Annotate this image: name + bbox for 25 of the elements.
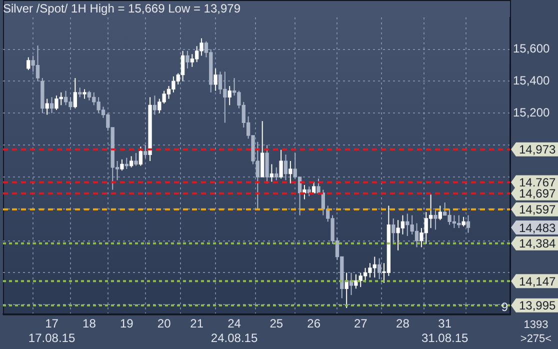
candlestick	[82, 88, 86, 100]
x-tick-label: 17 17.08.15	[28, 316, 76, 346]
text: 9	[501, 300, 508, 314]
x-tick-label: 21	[190, 316, 204, 331]
x-tick-label: 24 24.08.15	[210, 316, 258, 346]
ref-line-label: 13,995	[519, 298, 556, 313]
y-tick-label: 15,600	[513, 42, 550, 56]
chart-title: Silver /Spot/ 1H High = 15,669 Low = 13,979	[3, 2, 241, 16]
x-tick-label: 26	[307, 316, 321, 331]
ref-line-label: 14,147	[519, 274, 556, 288]
text: >275<	[519, 332, 553, 346]
x-tick-label: 25	[270, 316, 284, 331]
ref-line-label: 14,384	[519, 236, 556, 251]
ref-line-label: 14,973	[519, 142, 556, 157]
text: 14,483	[519, 220, 556, 235]
x-tick-label: 18	[82, 316, 96, 331]
x-tick-label: 20	[157, 316, 172, 331]
x-tick-label: 27	[354, 316, 368, 331]
text: 1393	[522, 318, 550, 332]
x-tick-label: 31 31.08.15	[421, 316, 469, 346]
ref-line-label: 14,597	[519, 202, 556, 217]
x-tick-label: 28	[396, 316, 410, 331]
x-tick-label: 19	[120, 316, 134, 331]
y-tick-label: 15,200	[513, 105, 550, 120]
y-tick-label: 15,400	[513, 74, 550, 88]
